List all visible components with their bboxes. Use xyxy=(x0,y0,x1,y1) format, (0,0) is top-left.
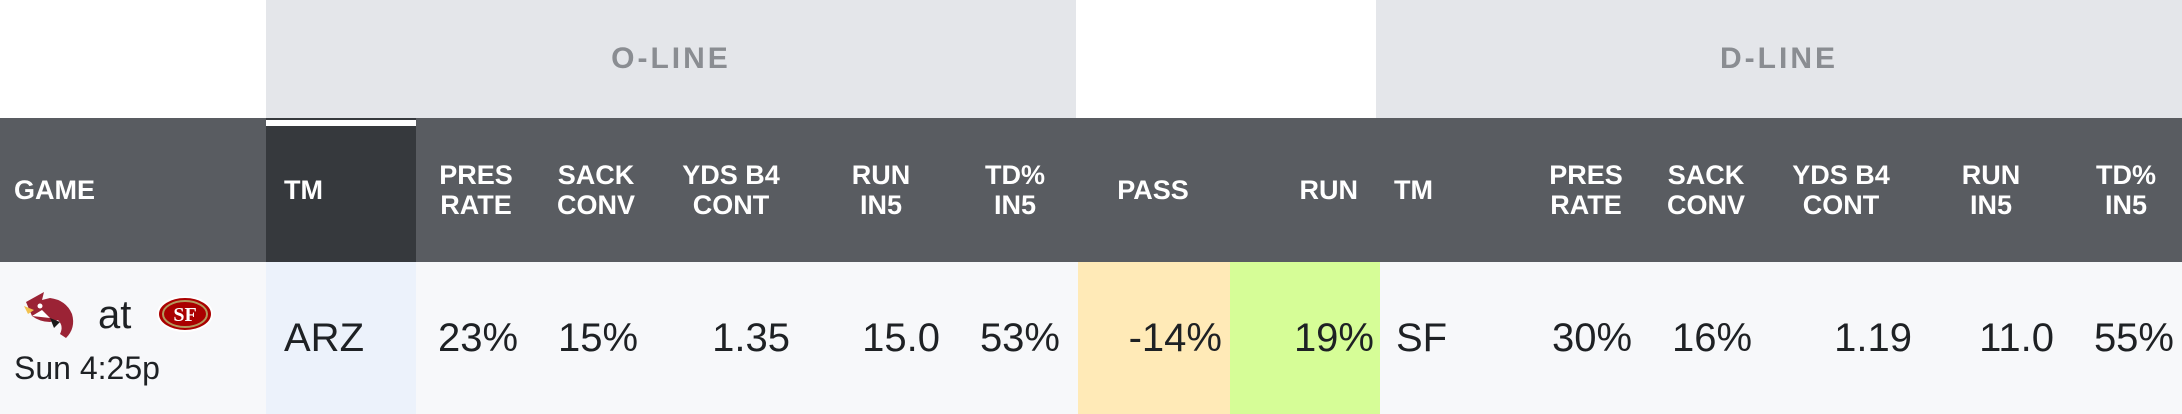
tm-header-highlight xyxy=(266,118,416,262)
header-oline-pres-rate[interactable]: PRES RATE xyxy=(439,160,513,220)
header-oline-run-in5[interactable]: RUN IN5 xyxy=(851,160,911,220)
tm-cell-highlight xyxy=(266,262,416,414)
header-dline-sack-conv[interactable]: SACK CONV xyxy=(1666,160,1745,220)
dline-td-in5: 55% xyxy=(2093,315,2174,360)
oline-td-in5: 53% xyxy=(979,315,1060,360)
svg-text:SF: SF xyxy=(173,304,196,326)
dline-sack-conv: 16% xyxy=(1671,315,1753,360)
d-line-group-header: D-LINE xyxy=(1376,0,2182,118)
oline-run-in5: 15.0 xyxy=(862,315,940,360)
oline-team[interactable]: ARZ xyxy=(284,315,364,360)
sort-indicator xyxy=(266,120,416,126)
o-line-group-header: O-LINE xyxy=(266,0,1076,118)
pass-value: -14% xyxy=(1128,315,1222,360)
header-dline-run-in5[interactable]: RUN IN5 xyxy=(1961,160,2021,220)
game-time: Sun 4:25p xyxy=(14,350,160,386)
header-dline-td-in5[interactable]: TD% IN5 xyxy=(2096,160,2156,220)
oline-yds-b4-cont: 1.35 xyxy=(712,315,790,360)
header-oline-tm[interactable]: TM xyxy=(284,175,323,205)
oline-sack-conv: 15% xyxy=(557,315,639,360)
dline-run-in5: 11.0 xyxy=(1979,315,2054,360)
cardinals-logo-icon xyxy=(20,288,80,344)
header-oline-td-in5[interactable]: TD% IN5 xyxy=(985,160,1045,220)
49ers-logo-icon: SF xyxy=(156,294,214,334)
dline-yds-b4-cont: 1.19 xyxy=(1834,315,1912,360)
header-dline-tm[interactable]: TM xyxy=(1394,175,1433,205)
run-value: 19% xyxy=(1293,315,1374,360)
dline-pres-rate: 30% xyxy=(1551,315,1633,360)
header-run[interactable]: RUN xyxy=(1299,175,1359,205)
dline-team[interactable]: SF xyxy=(1396,315,1448,360)
header-game[interactable]: GAME xyxy=(14,175,95,205)
header-oline-sack-conv[interactable]: SACK CONV xyxy=(556,160,635,220)
header-oline-yds-b4-cont[interactable]: YDS B4 CONT xyxy=(682,160,780,220)
oline-pres-rate: 23% xyxy=(437,315,519,360)
header-dline-yds-b4-cont[interactable]: YDS B4 CONT xyxy=(1792,160,1890,220)
header-dline-pres-rate[interactable]: PRES RATE xyxy=(1549,160,1623,220)
header-pass[interactable]: PASS xyxy=(1117,175,1189,205)
pass-cell-bg xyxy=(1078,262,1230,414)
game-at-label: at xyxy=(98,293,132,337)
run-cell-bg xyxy=(1230,262,1380,414)
